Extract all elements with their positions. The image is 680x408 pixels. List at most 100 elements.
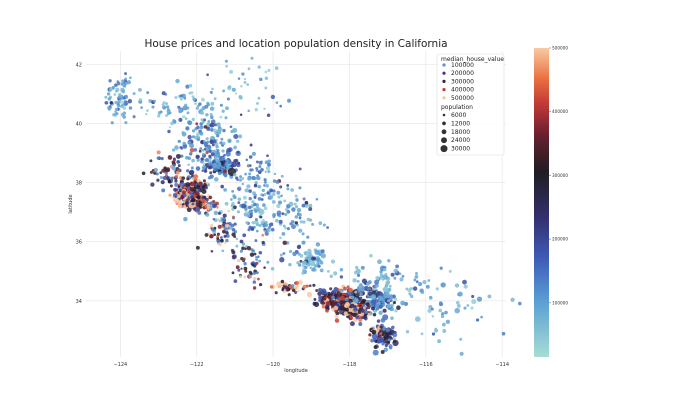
- data-point: [427, 308, 432, 313]
- data-point: [316, 257, 321, 263]
- data-point: [454, 283, 460, 288]
- data-point: [420, 290, 425, 294]
- data-point: [132, 92, 136, 96]
- data-point: [222, 141, 226, 146]
- data-point: [383, 347, 389, 352]
- data-point: [140, 106, 143, 109]
- data-point: [224, 223, 230, 228]
- data-point: [205, 150, 209, 155]
- data-point: [266, 113, 271, 118]
- data-point: [255, 205, 259, 209]
- data-point: [200, 97, 205, 102]
- data-point: [334, 318, 340, 323]
- data-point: [195, 207, 201, 212]
- data-point: [207, 165, 212, 170]
- data-point: [368, 333, 372, 337]
- y-tick-label: 36: [76, 240, 82, 246]
- y-tick-label: 40: [76, 121, 82, 127]
- data-point: [302, 284, 307, 289]
- data-point: [185, 155, 189, 160]
- data-point: [188, 152, 193, 156]
- data-point: [288, 284, 293, 289]
- data-point: [256, 101, 259, 105]
- data-point: [400, 300, 406, 306]
- data-point: [330, 259, 336, 264]
- data-point: [162, 105, 167, 110]
- data-point: [275, 101, 279, 105]
- data-point: [192, 97, 196, 101]
- data-point: [222, 89, 226, 93]
- data-point: [359, 292, 363, 297]
- data-point: [232, 255, 236, 259]
- data-point: [256, 203, 259, 207]
- data-point: [360, 265, 365, 270]
- data-point: [306, 235, 310, 239]
- data-point: [313, 301, 320, 308]
- data-point: [254, 209, 258, 213]
- data-point: [120, 87, 125, 92]
- data-point: [297, 289, 300, 293]
- data-point: [118, 93, 122, 97]
- data-point: [219, 236, 223, 239]
- data-point: [255, 223, 260, 227]
- data-point: [379, 325, 383, 329]
- data-point: [371, 333, 378, 340]
- legend-hue-marker: [442, 96, 446, 100]
- data-point: [393, 276, 397, 280]
- data-point: [294, 215, 299, 219]
- data-point: [202, 202, 206, 207]
- data-point: [382, 286, 388, 293]
- data-point: [301, 232, 305, 236]
- data-point: [287, 98, 291, 103]
- data-point: [415, 280, 419, 284]
- data-point: [176, 171, 180, 175]
- data-point: [216, 218, 220, 222]
- data-point: [267, 68, 271, 72]
- data-point: [315, 242, 321, 247]
- data-point: [219, 115, 223, 119]
- data-point: [240, 267, 243, 270]
- data-point: [172, 118, 176, 123]
- x-axis-label: longitude: [284, 368, 308, 374]
- data-point: [179, 182, 185, 187]
- data-point: [353, 270, 358, 275]
- data-point: [266, 154, 269, 158]
- data-point: [257, 185, 261, 189]
- data-point: [219, 141, 223, 145]
- data-point: [356, 279, 360, 283]
- data-point: [370, 338, 375, 343]
- data-point: [242, 195, 247, 200]
- data-point: [261, 219, 265, 222]
- data-point: [175, 153, 181, 159]
- data-point: [225, 64, 228, 68]
- data-point: [208, 154, 212, 159]
- data-point: [344, 307, 349, 312]
- data-point: [303, 260, 307, 265]
- data-point: [257, 197, 262, 201]
- data-point: [250, 56, 254, 60]
- data-point: [293, 202, 297, 206]
- data-point: [239, 239, 244, 244]
- data-point: [124, 102, 128, 106]
- data-point: [181, 176, 186, 180]
- colorbar: [534, 48, 549, 357]
- data-point: [269, 285, 274, 289]
- data-point: [232, 127, 238, 133]
- x-tick-label: −118: [343, 362, 357, 368]
- data-point: [517, 301, 522, 306]
- data-point: [207, 176, 212, 180]
- data-point: [263, 178, 267, 182]
- data-point: [191, 198, 196, 203]
- data-point: [161, 91, 166, 96]
- data-point: [189, 143, 194, 148]
- data-point: [272, 189, 276, 193]
- data-point: [439, 301, 443, 305]
- data-point: [200, 110, 205, 115]
- data-point: [160, 180, 165, 185]
- data-point: [191, 117, 195, 122]
- data-point: [196, 184, 201, 189]
- data-point: [358, 322, 363, 326]
- data-point: [435, 287, 439, 291]
- data-point: [297, 263, 302, 267]
- data-point: [261, 233, 265, 237]
